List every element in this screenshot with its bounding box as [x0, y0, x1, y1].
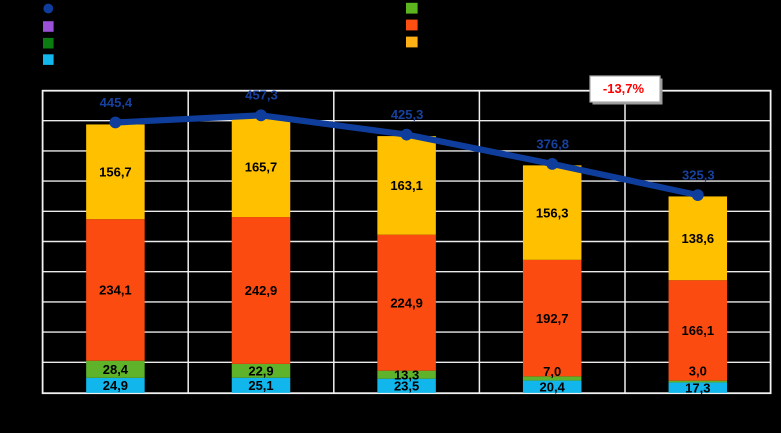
svg-text:445,4: 445,4 [100, 95, 133, 110]
svg-text:457,3: 457,3 [245, 88, 278, 103]
svg-text:3,0: 3,0 [689, 363, 707, 378]
svg-text:166,1: 166,1 [682, 323, 715, 338]
svg-text:7,0: 7,0 [543, 364, 561, 379]
svg-text:22,9: 22,9 [248, 364, 273, 379]
svg-text:20,4: 20,4 [540, 379, 566, 394]
svg-text:13,3: 13,3 [394, 367, 419, 382]
svg-text:242,9: 242,9 [245, 283, 278, 298]
svg-text:156,3: 156,3 [536, 205, 569, 220]
svg-text:28,4: 28,4 [103, 362, 129, 377]
svg-text:138,6: 138,6 [682, 231, 715, 246]
svg-text:23,5: 23,5 [394, 379, 419, 394]
svg-text:25,1: 25,1 [248, 378, 273, 393]
svg-text:234,1: 234,1 [99, 283, 132, 298]
svg-text:425,3: 425,3 [391, 107, 424, 122]
svg-text:224,9: 224,9 [390, 295, 423, 310]
svg-text:163,1: 163,1 [390, 178, 423, 193]
svg-text:17,3: 17,3 [685, 380, 710, 395]
svg-text:325,3: 325,3 [682, 167, 715, 182]
svg-text:376,8: 376,8 [536, 136, 569, 151]
svg-text:24,9: 24,9 [103, 378, 128, 393]
svg-text:192,7: 192,7 [536, 311, 569, 326]
svg-text:156,7: 156,7 [99, 165, 132, 180]
svg-text:-13,7%: -13,7% [603, 81, 645, 96]
svg-text:165,7: 165,7 [245, 160, 278, 175]
